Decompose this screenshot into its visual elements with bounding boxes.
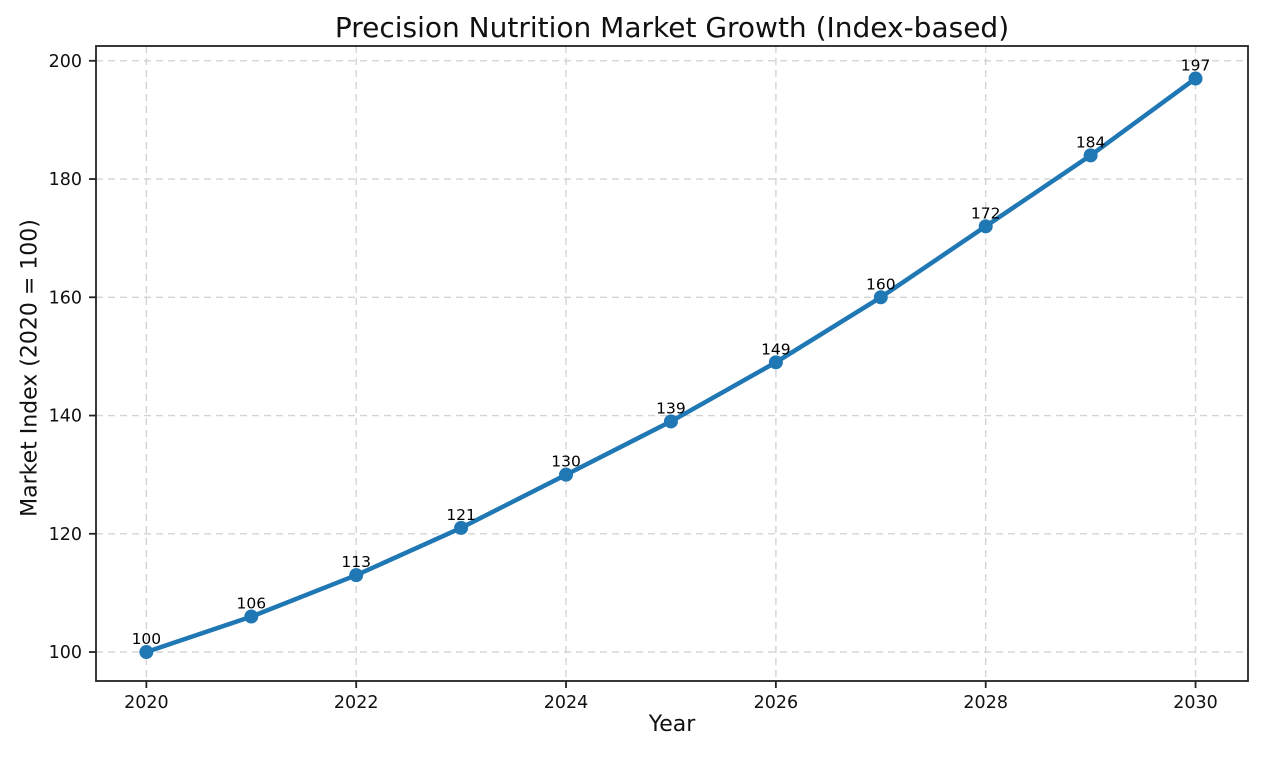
data-point-marker: [349, 568, 364, 583]
data-point-label: 113: [341, 553, 371, 571]
data-point-marker: [978, 219, 993, 234]
x-tick-label: 2028: [963, 693, 1008, 713]
x-tick-label: 2026: [754, 693, 799, 713]
data-point-marker: [454, 520, 469, 535]
data-point-label: 121: [446, 506, 476, 524]
data-point-label: 100: [132, 630, 162, 648]
y-tick-label: 180: [49, 170, 82, 190]
data-point-label: 139: [656, 399, 686, 417]
data-point-label: 106: [236, 595, 266, 613]
x-tick-label: 2022: [334, 693, 379, 713]
y-tick-label: 140: [49, 407, 82, 427]
data-point-label: 197: [1181, 57, 1211, 75]
data-point-label: 172: [971, 204, 1001, 222]
data-point-label: 184: [1076, 133, 1106, 151]
series-line: [144, 76, 1198, 655]
x-tick-label: 2020: [124, 693, 169, 713]
data-point-marker: [1188, 71, 1203, 86]
data-point-marker: [244, 609, 259, 624]
data-point-label: 160: [866, 275, 896, 293]
x-tick-label: 2030: [1173, 693, 1218, 713]
x-axis-label: Year: [648, 712, 696, 737]
axes-spines: [95, 45, 1249, 682]
y-tick-label: 100: [49, 643, 82, 663]
x-tick-label: 2024: [544, 693, 589, 713]
data-point-marker: [768, 355, 783, 370]
data-point-marker: [1083, 148, 1098, 163]
y-tick-label: 200: [49, 52, 82, 72]
data-point-marker: [663, 414, 678, 429]
y-tick-label: 160: [49, 288, 82, 308]
data-point-label: 149: [761, 340, 791, 358]
data-point-marker: [873, 290, 888, 305]
y-tick-label: 120: [49, 525, 82, 545]
data-point-marker: [139, 645, 154, 660]
data-point-label: 130: [551, 453, 581, 471]
data-point-marker: [559, 467, 574, 482]
chart-title: Precision Nutrition Market Growth (Index…: [334, 11, 1010, 44]
